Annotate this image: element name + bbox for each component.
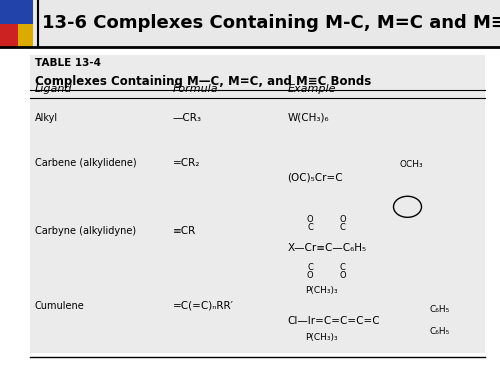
- Text: O: O: [306, 215, 314, 224]
- Bar: [0, 23, 18, 47]
- Text: O: O: [339, 271, 346, 280]
- Text: C: C: [307, 223, 313, 232]
- Text: W(CH₃)₆: W(CH₃)₆: [288, 113, 329, 123]
- Text: Carbene (alkylidene): Carbene (alkylidene): [35, 158, 136, 168]
- Text: Formula: Formula: [172, 84, 218, 94]
- Text: O: O: [306, 271, 314, 280]
- Text: Alkyl: Alkyl: [35, 113, 58, 123]
- Text: P(CH₃)₃: P(CH₃)₃: [305, 286, 338, 295]
- Text: Cl—Ir=C=C=C=C: Cl—Ir=C=C=C=C: [288, 316, 380, 326]
- Text: C₆H₅: C₆H₅: [430, 305, 450, 314]
- Bar: [18, 23, 32, 47]
- Text: C: C: [340, 263, 345, 272]
- Text: C₆H₅: C₆H₅: [430, 327, 450, 336]
- Text: Example: Example: [288, 84, 336, 94]
- Text: Ligand: Ligand: [35, 84, 72, 94]
- Text: P(CH₃)₃: P(CH₃)₃: [305, 333, 338, 342]
- Bar: [0, 0, 32, 23]
- Text: C: C: [307, 263, 313, 272]
- Text: TABLE 13-4: TABLE 13-4: [35, 58, 101, 68]
- Text: 13-6 Complexes Containing M-C, M=C and M≡C Bond: 13-6 Complexes Containing M-C, M=C and M…: [42, 15, 500, 32]
- Text: C: C: [340, 223, 345, 232]
- Text: =C(=C)ₙRR′: =C(=C)ₙRR′: [172, 301, 234, 311]
- Text: Cumulene: Cumulene: [35, 301, 85, 311]
- Text: ≡CR: ≡CR: [172, 226, 196, 236]
- Bar: [30, 55, 485, 353]
- Text: O: O: [339, 215, 346, 224]
- Text: Carbyne (alkylidyne): Carbyne (alkylidyne): [35, 226, 136, 236]
- Text: X—Cr≡C—C₆H₅: X—Cr≡C—C₆H₅: [288, 243, 366, 253]
- Text: Complexes Containing M—C, M=C, and M≡C Bonds: Complexes Containing M—C, M=C, and M≡C B…: [35, 75, 371, 88]
- Text: OCH₃: OCH₃: [400, 160, 423, 169]
- Text: =CR₂: =CR₂: [172, 158, 200, 168]
- Bar: [0, 0, 500, 47]
- Text: —CR₃: —CR₃: [172, 113, 202, 123]
- Text: (OC)₅Cr=C: (OC)₅Cr=C: [288, 173, 343, 183]
